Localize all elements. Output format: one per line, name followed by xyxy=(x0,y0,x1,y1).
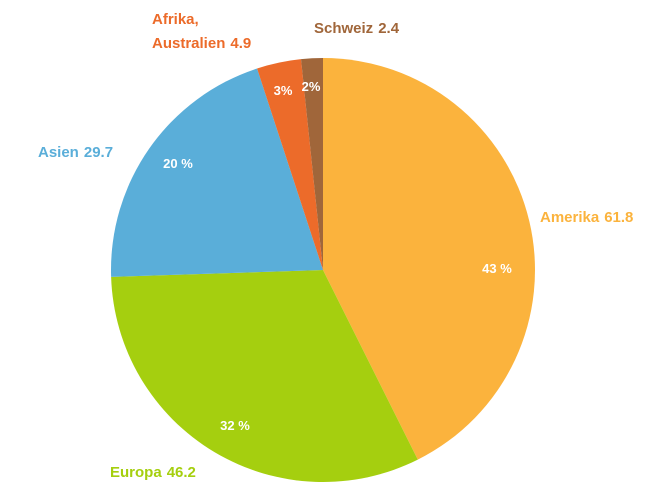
pie-slice xyxy=(111,68,323,277)
percent-label: 32 % xyxy=(220,418,250,433)
value-label: 2.4 xyxy=(378,20,400,37)
pie-slice xyxy=(257,59,323,270)
percent-label: 43 % xyxy=(482,261,512,276)
slice-label: Europa 46.2 xyxy=(110,464,196,481)
category-name: Schweiz xyxy=(314,20,373,37)
slice-label: Afrika, Australien 4.9 xyxy=(152,11,251,52)
percent-label: 20 % xyxy=(163,156,193,171)
pie-slice xyxy=(323,58,536,460)
pie-slice xyxy=(111,270,418,482)
category-name: Asien xyxy=(38,144,79,161)
slice-label: Asien 29.7 xyxy=(38,144,113,161)
category-name: Afrika, Australien xyxy=(152,11,225,52)
category-name-line: Afrika, xyxy=(152,11,199,28)
category-name: Europa xyxy=(110,464,162,481)
pie-slice xyxy=(300,58,323,270)
value-label: 46.2 xyxy=(167,464,196,481)
category-name-line: Australien xyxy=(152,35,225,52)
percent-label: 2% xyxy=(302,79,321,94)
category-name: Amerika xyxy=(540,209,600,226)
value-label: 4.9 xyxy=(230,35,251,52)
slice-label: Amerika 61.8 xyxy=(540,209,633,226)
value-label: 61.8 xyxy=(604,209,633,226)
percent-label: 3% xyxy=(274,83,293,98)
value-label: 29.7 xyxy=(84,144,113,161)
slice-label: Schweiz 2.4 xyxy=(314,20,400,37)
